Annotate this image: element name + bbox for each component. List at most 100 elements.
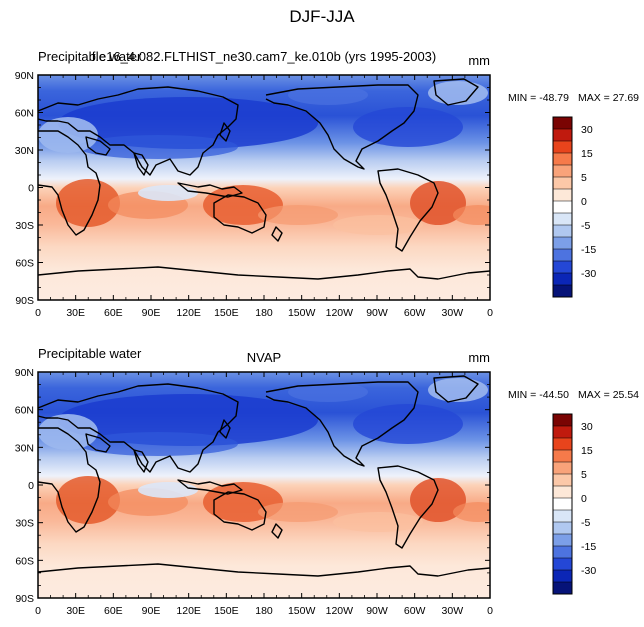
x-tick-label: 120W — [326, 307, 354, 319]
colorbar-swatch — [553, 213, 572, 226]
colorbar-swatch — [553, 129, 572, 142]
colorbar-swatch — [553, 261, 572, 274]
y-tick-label: 30S — [15, 220, 34, 232]
panel1-subtitle-left: Precipitable water — [38, 49, 142, 64]
x-tick-label: 120E — [176, 307, 201, 319]
colorbar-label: -5 — [581, 220, 590, 232]
x-tick-label: 150W — [288, 307, 316, 319]
y-tick-label: 30N — [15, 145, 34, 157]
colorbar-label: -5 — [581, 517, 590, 529]
x-tick-label: 30E — [66, 605, 85, 617]
x-tick-label: 90E — [142, 605, 161, 617]
panel2-units: mm — [468, 350, 490, 365]
colorbar-label: -15 — [581, 541, 596, 553]
x-tick-label: 150W — [288, 605, 316, 617]
x-tick-label: 180 — [255, 605, 273, 617]
y-tick-label: 90N — [15, 70, 34, 82]
colorbar-swatch — [553, 285, 572, 298]
x-tick-label: 60W — [404, 307, 426, 319]
x-tick-label: 0 — [35, 307, 41, 319]
x-tick-label: 60E — [104, 605, 123, 617]
x-tick-label: 90W — [366, 605, 388, 617]
y-tick-label: 90S — [15, 295, 34, 307]
panel1-axes: 0 30E 60E 90E 120E 150E 180 150W 120W 90W 60W 30W 09… — [15, 70, 493, 319]
panel2-subtitle-left: Precipitable water — [38, 346, 142, 361]
colorbar-swatch — [553, 141, 572, 154]
colorbar-swatch — [553, 117, 572, 130]
figure-title: DJF-JJA — [289, 7, 355, 26]
colorbar-label: -30 — [581, 565, 596, 577]
x-tick-label: 0 — [487, 307, 493, 319]
colorbar-swatch — [553, 534, 572, 547]
colorbar-swatch — [553, 177, 572, 190]
colorbar-swatch — [553, 450, 572, 463]
y-tick-label: 30N — [15, 442, 34, 454]
panel1-max: MAX = 27.69 — [578, 92, 639, 104]
colorbar-swatch — [553, 558, 572, 571]
panel1-min: MIN = -48.79 — [508, 92, 569, 104]
colorbar-label: 5 — [581, 469, 587, 481]
x-tick-label: 150E — [214, 605, 239, 617]
colorbar-label: -15 — [581, 244, 596, 256]
y-tick-label: 60N — [15, 405, 34, 417]
y-tick-label: 60N — [15, 108, 34, 120]
y-tick-label: 60S — [15, 258, 34, 270]
colorbar-swatch — [553, 546, 572, 559]
colorbar-label: 15 — [581, 445, 593, 457]
panel2-map — [38, 372, 490, 598]
panel-model: Precipitable water f.e16_4.082.FLTHIST_n… — [15, 49, 639, 319]
colorbar-swatch — [553, 189, 572, 202]
colorbar-frame — [552, 116, 573, 298]
x-tick-label: 0 — [487, 605, 493, 617]
x-tick-label: 180 — [255, 307, 273, 319]
colorbar-swatch — [553, 498, 572, 511]
colorbar-swatch — [553, 165, 572, 178]
x-tick-label: 30W — [442, 307, 464, 319]
colorbar-label: 30 — [581, 124, 593, 136]
colorbar-swatch — [553, 153, 572, 166]
colorbar-swatch — [553, 474, 572, 487]
colorbar-label: 0 — [581, 493, 587, 505]
colorbar-swatch — [553, 462, 572, 475]
colorbar-swatch — [553, 438, 572, 451]
colorbar-swatch — [553, 237, 572, 250]
colorbar-swatch — [553, 426, 572, 439]
colorbar-swatch — [553, 273, 572, 286]
x-tick-label: 60W — [404, 605, 426, 617]
colorbar-label: 0 — [581, 196, 587, 208]
panel2-min: MIN = -44.50 — [508, 389, 569, 401]
x-tick-label: 30W — [442, 605, 464, 617]
x-tick-label: 30E — [66, 307, 85, 319]
colorbar-swatch — [553, 582, 572, 595]
y-tick-label: 0 — [28, 183, 34, 195]
panel2-colorbar: 30 15 5 0 -5 -15 -30 — [552, 413, 596, 595]
colorbar-frame — [552, 413, 573, 595]
colorbar-swatch — [553, 570, 572, 583]
panel1-units: mm — [468, 53, 490, 68]
x-tick-label: 150E — [214, 307, 239, 319]
x-tick-label: 120W — [326, 605, 354, 617]
panel2-subtitle-center: NVAP — [247, 350, 281, 365]
y-tick-label: 90S — [15, 593, 34, 605]
colorbar-label: -30 — [581, 268, 596, 280]
y-tick-label: 60S — [15, 555, 34, 567]
panel2-axes: 0 30E 60E 90E 120E 150E 180 150W 120W 90W 60W 30W 09… — [15, 367, 493, 617]
y-tick-label: 0 — [28, 480, 34, 492]
y-tick-label: 90N — [15, 367, 34, 379]
x-tick-label: 90E — [142, 307, 161, 319]
x-tick-label: 90W — [366, 307, 388, 319]
panel-nvap: Precipitable water NVAP mm 0 30E 60E 90E 120… — [15, 346, 639, 617]
colorbar-swatch — [553, 249, 572, 262]
colorbar-label: 5 — [581, 172, 587, 184]
x-tick-label: 60E — [104, 307, 123, 319]
colorbar-swatch — [553, 486, 572, 499]
panel2-max: MAX = 25.54 — [578, 389, 639, 401]
colorbar-swatch — [553, 225, 572, 238]
panel1-colorbar: 30 15 5 0 -5 -15 -30 — [552, 116, 596, 298]
panel1-map — [38, 75, 490, 300]
panel1-subtitle-center: f.e16_4.082.FLTHIST_ne30.cam7_ke.010b (y… — [92, 49, 436, 64]
colorbar-swatch — [553, 510, 572, 523]
x-tick-label: 120E — [176, 605, 201, 617]
x-tick-label: 0 — [35, 605, 41, 617]
